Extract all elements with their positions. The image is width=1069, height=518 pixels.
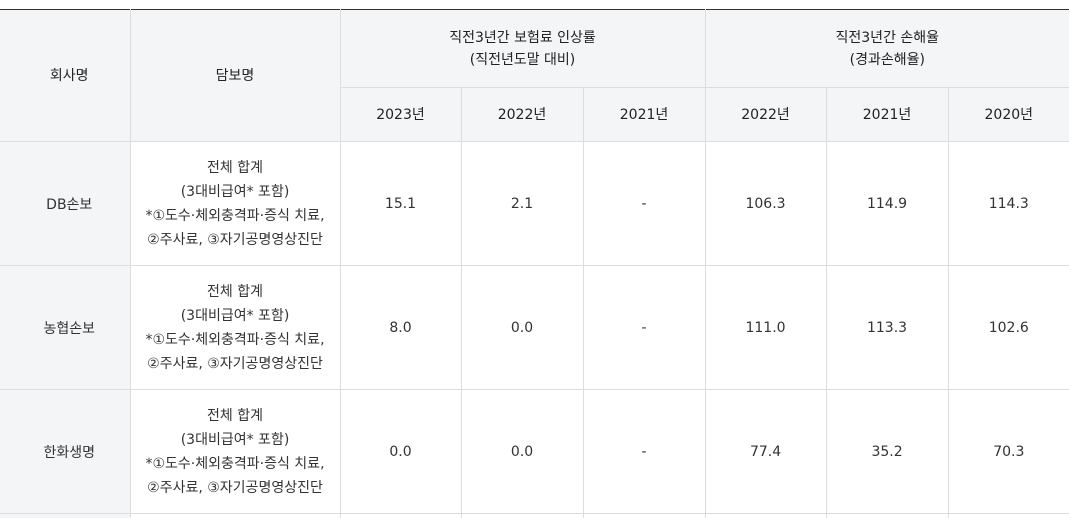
- header-rate-group: 직전3년간 보험료 인상률 (직전년도말 대비): [340, 10, 705, 88]
- header-row-top: 회사명 담보명 직전3년간 보험료 인상률 (직전년도말 대비) 직전3년간 손…: [0, 10, 1069, 88]
- rate-cell: 0.0: [461, 390, 583, 514]
- row-spacer: [0, 266, 9, 390]
- loss-cell-partial: [826, 514, 948, 518]
- coverage-line: (3대비급여* 포함): [131, 180, 340, 204]
- coverage-line: 전체 합계: [131, 404, 340, 428]
- header-rate-subtitle: (직전년도말 대비): [342, 49, 704, 71]
- rate-cell-partial: [583, 514, 705, 518]
- coverage-line: 전체 합계: [131, 156, 340, 180]
- company-name: DB손보: [9, 142, 130, 266]
- coverage-partial: [130, 514, 340, 518]
- coverage-line: (3대비급여* 포함): [131, 304, 340, 328]
- company-name: 한화생명: [9, 390, 130, 514]
- row-spacer: [0, 142, 9, 266]
- header-loss-year: 2020년: [948, 88, 1069, 142]
- loss-cell: 35.2: [826, 390, 948, 514]
- table-row: DB손보 전체 합계 (3대비급여* 포함) *①도수·체외충격파·증식 치료,…: [0, 142, 1069, 266]
- loss-cell: 114.9: [826, 142, 948, 266]
- premium-loss-table: 회사명 담보명 직전3년간 보험료 인상률 (직전년도말 대비) 직전3년간 손…: [0, 9, 1069, 518]
- loss-cell-partial: [948, 514, 1069, 518]
- coverage-line: ②주사료, ③자기공명영상진단: [131, 352, 340, 376]
- rate-cell: 15.1: [340, 142, 461, 266]
- coverage-name: 전체 합계 (3대비급여* 포함) *①도수·체외충격파·증식 치료, ②주사료…: [130, 266, 340, 390]
- loss-cell-partial: [705, 514, 826, 518]
- table-row: 농협손보 전체 합계 (3대비급여* 포함) *①도수·체외충격파·증식 치료,…: [0, 266, 1069, 390]
- header-loss-title: 직전3년간 손해율: [707, 27, 1069, 49]
- coverage-line: *①도수·체외충격파·증식 치료,: [131, 204, 340, 228]
- company-name: 농협손보: [9, 266, 130, 390]
- coverage-line: *①도수·체외충격파·증식 치료,: [131, 452, 340, 476]
- header-loss-year: 2022년: [705, 88, 826, 142]
- header-loss-subtitle: (경과손해율): [707, 49, 1069, 71]
- header-rate-year: 2023년: [340, 88, 461, 142]
- loss-cell: 114.3: [948, 142, 1069, 266]
- coverage-name: 전체 합계 (3대비급여* 포함) *①도수·체외충격파·증식 치료, ②주사료…: [130, 390, 340, 514]
- header-rate-title: 직전3년간 보험료 인상률: [342, 27, 704, 49]
- rate-cell-partial: [461, 514, 583, 518]
- header-rate-year: 2022년: [461, 88, 583, 142]
- loss-cell: 102.6: [948, 266, 1069, 390]
- rate-cell: 8.0: [340, 266, 461, 390]
- loss-cell: 106.3: [705, 142, 826, 266]
- header-loss-year: 2021년: [826, 88, 948, 142]
- header-spacer: [0, 10, 9, 142]
- row-spacer: [0, 390, 9, 514]
- row-spacer: [0, 514, 9, 518]
- rate-cell: 0.0: [340, 390, 461, 514]
- coverage-line: (3대비급여* 포함): [131, 428, 340, 452]
- rate-cell: -: [583, 266, 705, 390]
- company-name-partial: [9, 514, 130, 518]
- coverage-line: 전체 합계: [131, 280, 340, 304]
- header-loss-group: 직전3년간 손해율 (경과손해율): [705, 10, 1069, 88]
- header-rate-year: 2021년: [583, 88, 705, 142]
- coverage-name: 전체 합계 (3대비급여* 포함) *①도수·체외충격파·증식 치료, ②주사료…: [130, 142, 340, 266]
- rate-cell-partial: [340, 514, 461, 518]
- coverage-line: ②주사료, ③자기공명영상진단: [131, 228, 340, 252]
- rate-cell: -: [583, 390, 705, 514]
- table-row-partial: [0, 514, 1069, 518]
- rate-cell: 0.0: [461, 266, 583, 390]
- table-row: 한화생명 전체 합계 (3대비급여* 포함) *①도수·체외충격파·증식 치료,…: [0, 390, 1069, 514]
- loss-cell: 113.3: [826, 266, 948, 390]
- header-company: 회사명: [9, 10, 130, 142]
- rate-cell: 2.1: [461, 142, 583, 266]
- coverage-line: *①도수·체외충격파·증식 치료,: [131, 328, 340, 352]
- loss-cell: 70.3: [948, 390, 1069, 514]
- coverage-line: ②주사료, ③자기공명영상진단: [131, 476, 340, 500]
- rate-cell: -: [583, 142, 705, 266]
- loss-cell: 77.4: [705, 390, 826, 514]
- loss-cell: 111.0: [705, 266, 826, 390]
- header-coverage: 담보명: [130, 10, 340, 142]
